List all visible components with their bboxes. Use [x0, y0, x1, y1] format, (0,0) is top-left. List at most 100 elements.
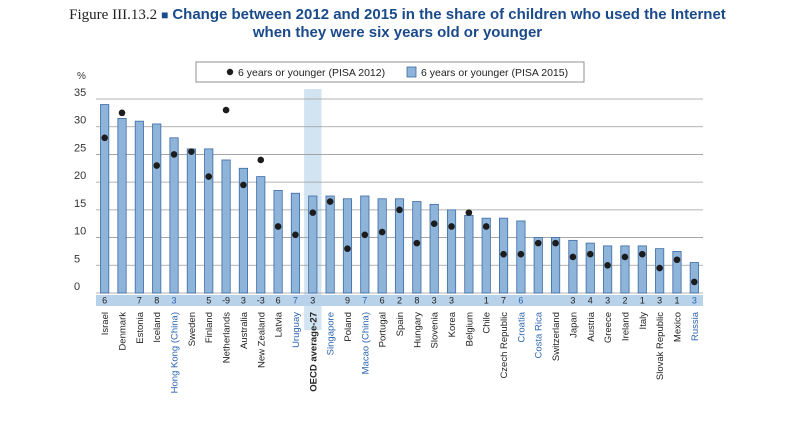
category-label: Croatia [516, 311, 527, 342]
change-label: 9 [345, 296, 350, 306]
bar-2015 [394, 198, 405, 294]
category-label: Israel [100, 312, 111, 335]
category-label: Slovak Republic [655, 312, 666, 380]
bar-2015 [204, 148, 214, 294]
dot-2012 [101, 134, 108, 142]
category-label: Russia [690, 311, 701, 341]
category-label: Spain [395, 312, 406, 336]
category-label: Mexico [672, 312, 683, 342]
category-label: Denmark [118, 312, 129, 351]
change-label: 1 [640, 296, 645, 306]
dot-2012 [639, 250, 646, 258]
dot-2012 [326, 198, 334, 205]
y-axis-label: % [77, 71, 86, 82]
title-line-1: Figure III.13.2 ■ Change between 2012 and … [0, 6, 795, 24]
dot-2012 [257, 156, 265, 164]
category-label: Poland [343, 312, 354, 342]
dot-2012 [361, 231, 369, 239]
change-number-band [96, 295, 703, 306]
dot-2012 [274, 223, 282, 230]
change-label: 7 [362, 296, 367, 306]
change-label: 3 [310, 296, 315, 306]
dot-2012 [604, 261, 611, 269]
category-label: Macao (China) [360, 312, 371, 374]
legend-label-2015: 6 years or younger (PISA 2015) [421, 67, 568, 79]
category-label: Netherlands [222, 312, 233, 363]
dot-2012 [534, 239, 542, 247]
y-tick-label: 25 [74, 142, 86, 154]
category-label: Portugal [378, 312, 389, 347]
bar-2015 [620, 245, 630, 294]
change-label: -9 [222, 296, 230, 306]
bar-2015 [464, 214, 474, 294]
dot-2012 [344, 245, 351, 252]
y-tick-label: 0 [74, 281, 80, 293]
change-label: 8 [414, 296, 419, 306]
dot-2012 [430, 220, 438, 228]
category-label: OECD average-27 [308, 312, 319, 392]
change-label: 6 [380, 296, 385, 306]
bar-2015 [100, 104, 110, 294]
bar-2015 [672, 251, 682, 294]
bar-2015 [585, 242, 595, 294]
bar-2015 [377, 198, 387, 294]
category-label: Czech Republic [499, 312, 510, 379]
dot-2012 [656, 264, 663, 272]
change-label: 2 [622, 296, 627, 306]
bar-2015 [117, 118, 127, 294]
category-label: Iceland [152, 312, 163, 343]
change-label: 3 [172, 296, 177, 306]
change-label: 4 [588, 296, 593, 306]
y-tick-label: 5 [74, 253, 80, 265]
bar-2015 [308, 195, 318, 294]
y-tick-label: 35 [74, 87, 86, 99]
bar-2015 [429, 203, 439, 294]
figure-label: Figure III.13.2 [69, 7, 158, 23]
category-label: Singapore [326, 312, 337, 355]
dot-2012 [396, 206, 403, 214]
dot-2012 [188, 148, 195, 155]
dot-2012 [292, 231, 299, 239]
dot-2012 [170, 151, 178, 158]
change-label: 3 [449, 296, 454, 306]
change-label: 3 [432, 296, 437, 306]
bar-2015 [325, 195, 335, 294]
category-label: Australia [239, 311, 250, 349]
category-label: Belgium [464, 312, 475, 346]
bar-2015 [169, 137, 179, 294]
bar-2015 [186, 148, 196, 294]
legend-box [195, 61, 585, 83]
change-label: 3 [241, 296, 246, 306]
bar-2015 [551, 237, 561, 294]
category-label: Korea [447, 311, 458, 337]
bar-2015 [221, 159, 231, 294]
dot-2012 [240, 181, 247, 189]
bar-2015 [238, 167, 248, 294]
bar-2015 [637, 245, 647, 294]
chart-title-line-2: when they were six years old or younger [252, 24, 543, 41]
dot-2012 [378, 228, 386, 236]
y-tick-label: 20 [74, 170, 86, 182]
change-label: 3 [657, 296, 662, 306]
change-label: 8 [154, 296, 159, 306]
dot-2012 [569, 253, 577, 261]
change-label: 3 [605, 296, 610, 306]
category-label: Japan [568, 312, 579, 338]
bar-2015 [273, 190, 283, 294]
change-label: 6 [518, 296, 523, 306]
square-marker-icon: ■ [161, 8, 169, 22]
category-label: Latvia [274, 311, 285, 337]
change-label: 7 [293, 296, 298, 306]
change-label: 7 [501, 296, 506, 306]
legend-bar-icon [406, 66, 417, 78]
category-label: Switzerland [551, 312, 562, 361]
category-label: Ireland [620, 312, 631, 341]
category-label: Greece [603, 312, 614, 343]
change-label: 3 [692, 296, 697, 306]
dot-2012 [552, 239, 559, 247]
change-label: 6 [102, 296, 107, 306]
dot-2012 [482, 223, 490, 230]
category-label: Italy [638, 312, 649, 330]
bar-2015 [533, 237, 543, 294]
